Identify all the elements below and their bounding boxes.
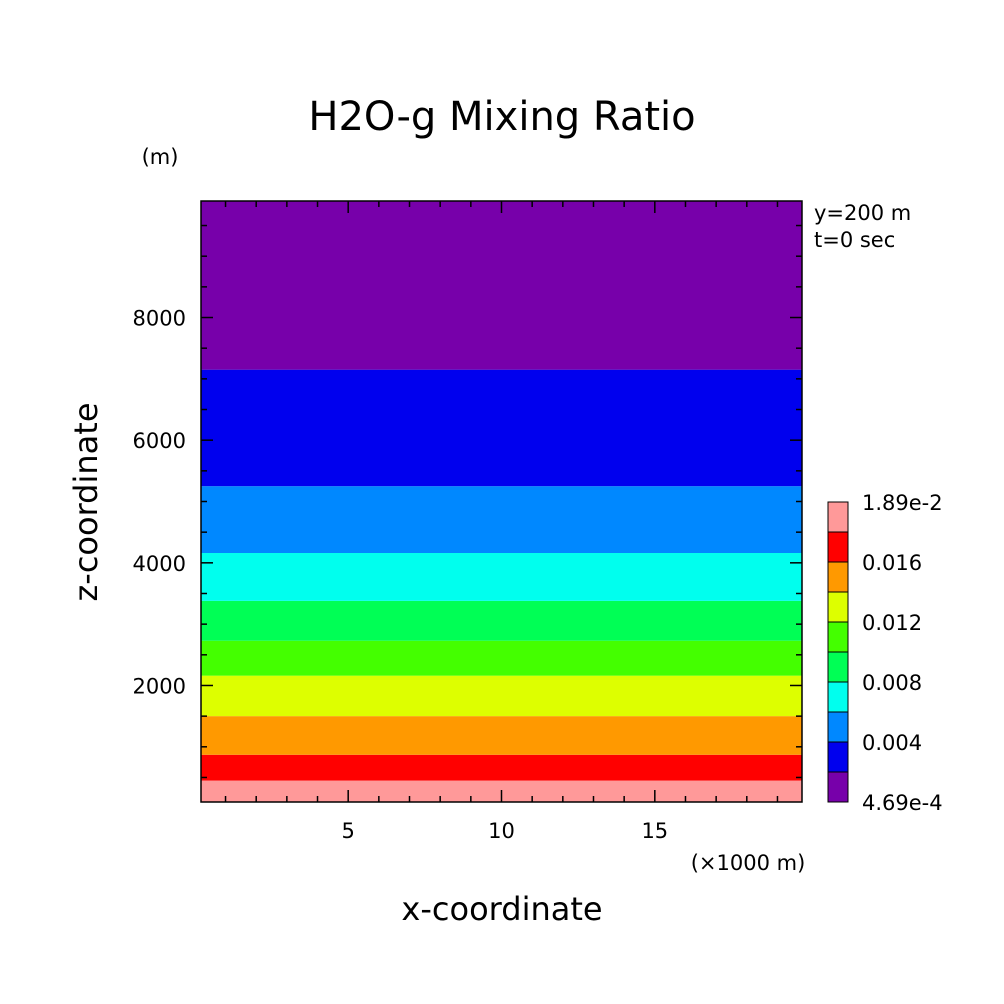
- annotation-y: y=200 m: [814, 201, 911, 225]
- colorbar-swatch-8: [827, 531, 849, 563]
- colorbar-label: 0.012: [862, 611, 922, 635]
- contour-band-9: [201, 201, 802, 370]
- axis-ticks: [201, 201, 802, 802]
- colorbar-labels: 4.69e-4 0.004 0.008 0.012 0.016 1.89e-2: [862, 491, 943, 815]
- colorbar-label: 0.008: [862, 671, 922, 695]
- colorbar-label: 4.69e-4: [862, 791, 943, 815]
- colorbar-swatch-4: [827, 651, 849, 683]
- contour-band-2: [201, 716, 802, 755]
- colorbar-swatch-3: [827, 681, 849, 713]
- annotation-t: t=0 sec: [814, 228, 895, 252]
- y-tick-labels: 2000 4000 6000 8000: [133, 307, 186, 699]
- colorbar-swatch-2: [827, 711, 849, 743]
- chart-title: H2O-g Mixing Ratio: [308, 94, 695, 140]
- colorbar-label: 1.89e-2: [862, 491, 943, 515]
- contour-bands: [201, 201, 802, 802]
- y-axis-label: z-coordinate: [67, 402, 105, 601]
- y-unit-label: (m): [142, 145, 179, 169]
- contour-band-5: [201, 600, 802, 641]
- y-tick-label: 4000: [133, 552, 186, 576]
- colorbar: [827, 501, 849, 803]
- x-unit-label: (×1000 m): [691, 851, 806, 875]
- x-tick-labels: 5 10 15: [341, 819, 668, 843]
- contour-band-4: [201, 640, 802, 676]
- colorbar-swatch-5: [827, 621, 849, 653]
- colorbar-swatch-6: [827, 591, 849, 623]
- contour-band-7: [201, 486, 802, 554]
- contour-band-1: [201, 754, 802, 781]
- colorbar-swatch-0: [827, 771, 849, 803]
- x-tick-label: 5: [341, 819, 354, 843]
- contour-band-8: [201, 369, 802, 487]
- contour-band-3: [201, 675, 802, 717]
- x-tick-label: 10: [488, 819, 515, 843]
- x-axis-label: x-coordinate: [401, 890, 602, 928]
- colorbar-swatch-1: [827, 741, 849, 773]
- x-tick-label: 15: [641, 819, 668, 843]
- y-tick-label: 6000: [133, 429, 186, 453]
- colorbar-label: 0.016: [862, 551, 922, 575]
- contour-band-6: [201, 553, 802, 601]
- colorbar-swatch-9: [827, 501, 849, 533]
- y-tick-label: 8000: [133, 307, 186, 331]
- colorbar-swatch-7: [827, 561, 849, 593]
- y-tick-label: 2000: [133, 674, 186, 698]
- colorbar-label: 0.004: [862, 731, 922, 755]
